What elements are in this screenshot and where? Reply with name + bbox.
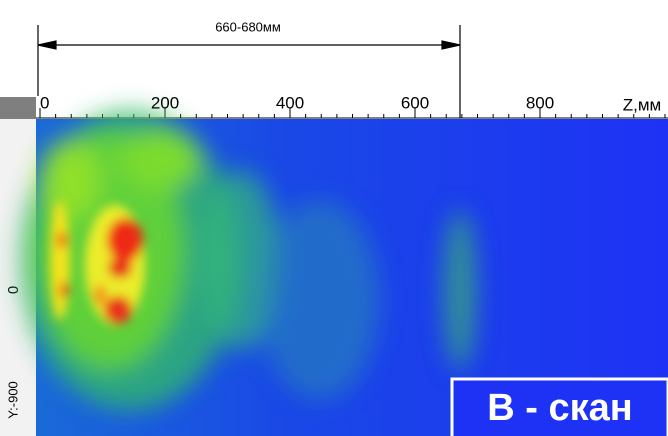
- z-tick-label: 600: [401, 93, 429, 112]
- heatmap: [20, 110, 668, 436]
- dimension: [37, 25, 461, 118]
- dimension-label: 660-680мм: [215, 19, 281, 34]
- z-tick-label: 800: [526, 93, 554, 112]
- ruler-corner: [0, 97, 36, 119]
- z-tick-label: 400: [276, 93, 304, 112]
- z-axis-label: Z,мм: [623, 95, 661, 114]
- badge-label: B - скан: [487, 387, 632, 429]
- y-tick-label: 0: [5, 286, 22, 294]
- z-tick-label: 0: [40, 93, 49, 112]
- badge: [450, 377, 668, 436]
- z-tick-label: 200: [151, 93, 179, 112]
- y-tick-label: Y:-900: [5, 381, 20, 419]
